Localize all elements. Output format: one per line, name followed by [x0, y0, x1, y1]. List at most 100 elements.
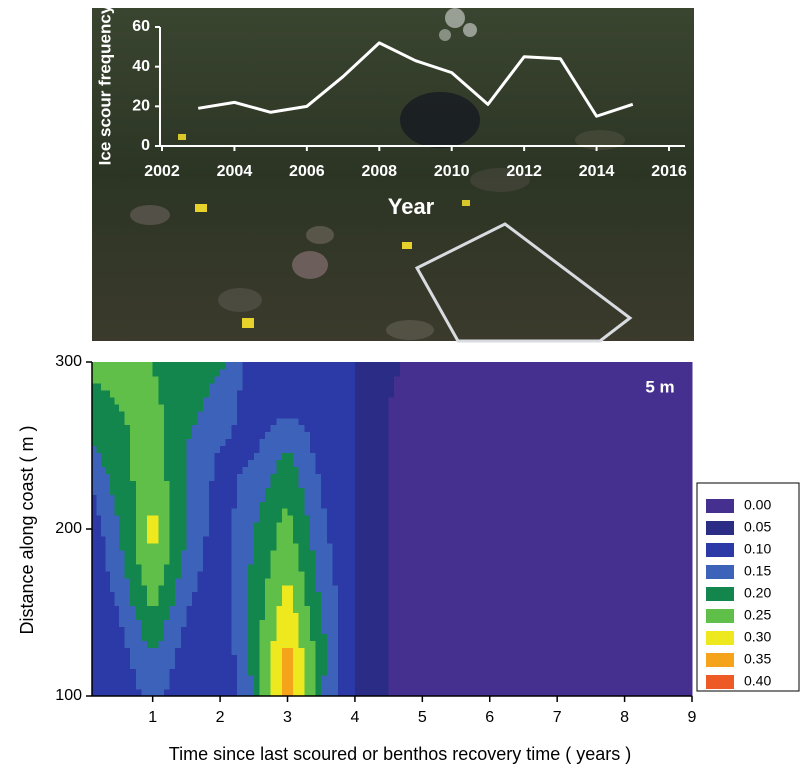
contour-cell [231, 592, 237, 600]
contour-cell [394, 529, 400, 537]
contour-cell [304, 439, 310, 447]
contour-cell [625, 432, 637, 440]
contour-cell [226, 654, 232, 662]
contour-cell [647, 362, 659, 370]
contour-cell [338, 640, 344, 648]
contour-cell [321, 606, 327, 614]
contour-cell [361, 404, 367, 412]
contour-cell [321, 585, 327, 593]
contour-cell [299, 557, 305, 565]
contour-cell [422, 578, 434, 586]
contour-cell [130, 626, 136, 634]
contour-cell [372, 459, 378, 467]
contour-cell [158, 515, 164, 523]
contour-cell [417, 487, 423, 495]
contour-cell [119, 543, 125, 551]
contour-cell [175, 390, 181, 398]
contour-cell [130, 459, 136, 467]
contour-cell [411, 557, 417, 565]
contour-cell [186, 578, 192, 586]
contour-cell [96, 529, 101, 537]
contour-cell [332, 585, 338, 593]
contour-cell [670, 466, 682, 474]
contour-cell [417, 647, 423, 655]
contour-cell [288, 404, 294, 412]
contour-cell [512, 557, 524, 565]
contour-cell [310, 585, 316, 593]
contour-cell [293, 487, 299, 495]
contour-cell [304, 452, 310, 460]
contour-cell [105, 439, 110, 447]
contour-cell [310, 654, 316, 662]
contour-cell [198, 501, 204, 509]
contour-cell [186, 383, 192, 391]
contour-cell [400, 383, 406, 391]
contour-cell [237, 432, 243, 440]
contour-cell [349, 522, 355, 530]
contour-cell [434, 508, 446, 516]
contour-cell [310, 397, 316, 405]
contour-cell [136, 522, 142, 530]
contour-cell [293, 661, 299, 669]
contour-cell [670, 411, 682, 419]
contour-cell [355, 508, 361, 516]
contour-cell [411, 543, 417, 551]
contour-cell [535, 668, 547, 676]
contour-cell [136, 654, 142, 662]
contour-cell [316, 606, 322, 614]
contour-cell [434, 432, 446, 440]
contour-cell [658, 362, 670, 370]
contour-cell [209, 606, 215, 614]
legend-swatch [706, 565, 734, 579]
contour-cell [591, 529, 603, 537]
contour-cell [394, 626, 400, 634]
contour-cell [243, 390, 249, 398]
contour-cell [153, 529, 159, 537]
contour-cell [141, 599, 147, 607]
contour-cell [141, 606, 147, 614]
contour-cell [568, 418, 580, 426]
contour-cell [316, 536, 322, 544]
contour-cell [259, 390, 265, 398]
contour-cell [383, 480, 389, 488]
contour-cell [467, 522, 479, 530]
contour-cell [164, 390, 170, 398]
contour-cell [613, 480, 625, 488]
contour-cell [366, 487, 372, 495]
contour-cell [327, 654, 333, 662]
contour-cell [304, 675, 310, 683]
contour-cell [535, 494, 547, 502]
contour-cell [400, 654, 406, 662]
contour-cell [445, 661, 457, 669]
contour-cell [181, 592, 187, 600]
contour-cell [299, 668, 305, 676]
contour-cell [288, 397, 294, 405]
contour-cell [647, 515, 659, 523]
contour-cell [377, 494, 383, 502]
contour-cell [265, 404, 271, 412]
contour-cell [288, 480, 294, 488]
contour-cell [203, 459, 209, 467]
contour-cell [110, 529, 115, 537]
contour-cell [276, 432, 282, 440]
contour-cell [338, 452, 344, 460]
contour-cell [411, 564, 417, 572]
contour-cell [158, 543, 164, 551]
contour-cell [568, 529, 580, 537]
contour-cell [670, 362, 682, 370]
contour-cell [383, 682, 389, 690]
contour-cell [164, 682, 170, 690]
contour-cell [316, 675, 322, 683]
contour-cell [557, 466, 569, 474]
contour-cell [231, 675, 237, 683]
contour-cell [271, 578, 277, 586]
contour-cell [366, 682, 372, 690]
contour-cell [591, 606, 603, 614]
contour-cell [580, 446, 592, 454]
contour-cell [158, 592, 164, 600]
contour-cell [158, 626, 164, 634]
contour-cell [417, 599, 423, 607]
contour-cell [467, 529, 479, 537]
contour-cell [546, 585, 558, 593]
contour-cell [501, 640, 513, 648]
